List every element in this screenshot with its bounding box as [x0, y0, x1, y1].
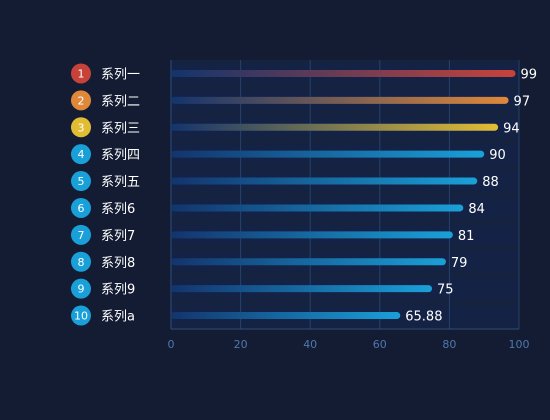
category-label: 系列8 [101, 256, 135, 271]
rank-badge [71, 251, 91, 272]
rank-number: 8 [78, 256, 85, 269]
rank-number: 5 [78, 175, 85, 188]
bar [171, 177, 478, 185]
category-label: 系列9 [101, 283, 135, 298]
bar [171, 312, 401, 320]
rank-badge [71, 197, 91, 218]
category-label: 系列二 [101, 94, 140, 109]
bar [171, 231, 453, 239]
rank-badge [71, 117, 91, 138]
rank-number: 7 [78, 229, 85, 242]
bar [171, 69, 516, 77]
category-label: 系列五 [101, 175, 140, 190]
rank-number: 9 [78, 283, 85, 296]
category-label: 系列7 [101, 229, 135, 244]
bar [171, 150, 485, 158]
x-axis: 0 20 40 60 80 100 [168, 60, 530, 351]
value-label: 99 [521, 67, 538, 82]
rank-number: 1 [78, 67, 85, 80]
rank-number: 3 [78, 121, 85, 134]
rank-badge [71, 63, 91, 84]
rank-number: 6 [78, 202, 85, 215]
x-tick-label: 80 [442, 338, 456, 351]
category-label: 系列6 [101, 202, 135, 217]
rank-badge [71, 171, 91, 192]
bar [171, 204, 464, 212]
x-tick-label: 100 [509, 338, 530, 351]
value-label: 90 [489, 148, 506, 163]
rank-badge [71, 90, 91, 111]
value-label: 88 [482, 175, 499, 190]
bar [171, 285, 432, 293]
rank-number: 2 [78, 94, 85, 107]
rank-badge [71, 305, 91, 326]
rank-badge [71, 144, 91, 165]
category-label: 系列三 [101, 121, 140, 136]
value-label: 81 [458, 229, 475, 244]
category-label: 系列四 [101, 148, 140, 163]
value-label: 97 [514, 94, 531, 109]
plot-background [171, 60, 519, 329]
value-label: 94 [503, 121, 520, 136]
value-label: 79 [451, 256, 468, 271]
value-label: 65.88 [405, 310, 442, 325]
category-label: 系列a [101, 310, 135, 325]
rank-number: 10 [74, 310, 88, 323]
value-label: 84 [468, 202, 485, 217]
bar [171, 96, 509, 104]
x-tick-label: 0 [168, 338, 175, 351]
category-labels: 1 系列一 2 系列二 3 系列三 4 系列四 5 系列五 6 系列6 7 系列7 8 系列8 9 系列9 10 系列… [71, 63, 140, 326]
x-tick-label: 40 [303, 338, 317, 351]
value-label: 75 [437, 283, 454, 298]
rank-badge [71, 224, 91, 245]
bar [171, 123, 499, 131]
bar [171, 258, 446, 266]
category-label: 系列一 [101, 67, 140, 82]
rank-number: 4 [78, 148, 85, 161]
x-tick-label: 20 [234, 338, 248, 351]
rank-badge [71, 278, 91, 299]
bars: 99 97 94 90 88 84 81 79 75 65.88 [171, 67, 538, 325]
x-tick-label: 60 [373, 338, 387, 351]
